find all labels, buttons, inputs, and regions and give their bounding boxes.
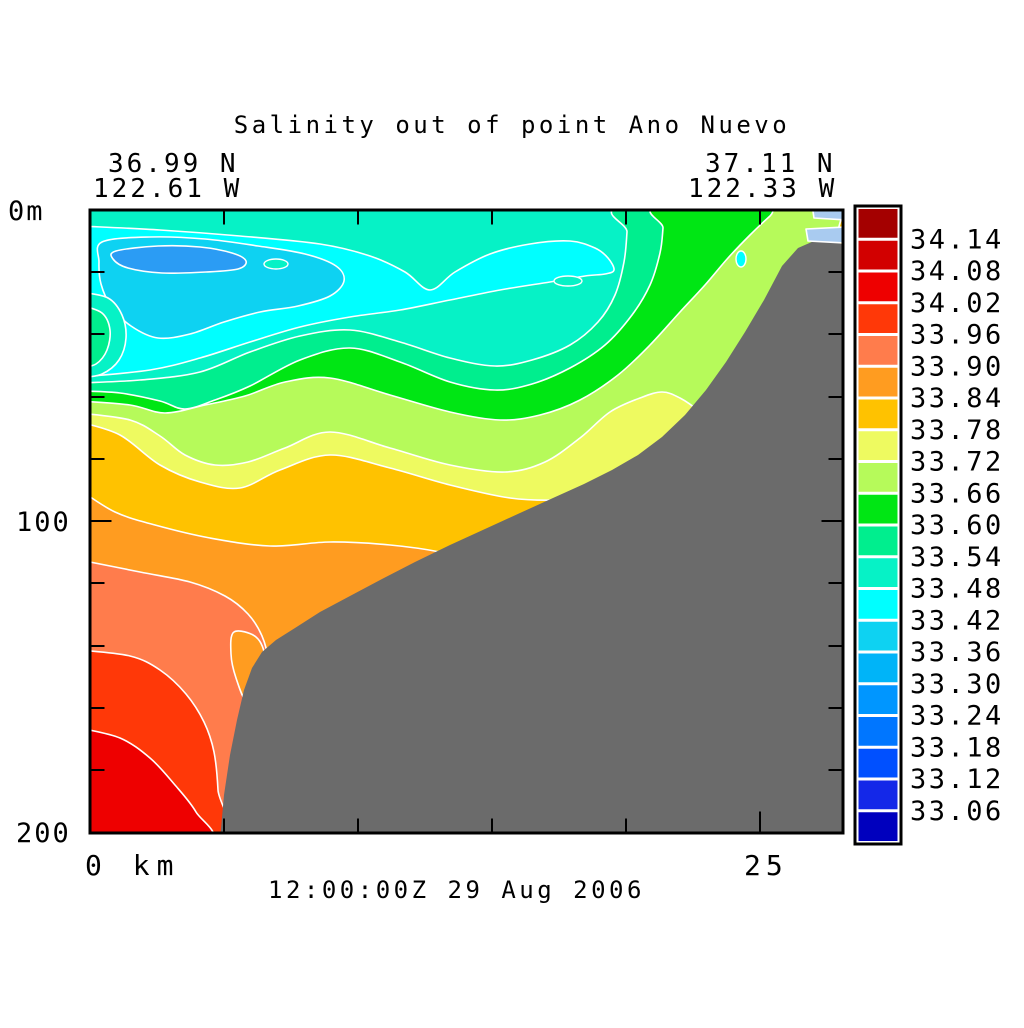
y-axis-label-200: 200 xyxy=(16,818,71,849)
colorbar-label: 33.18 xyxy=(910,732,1004,763)
end-latitude-label: 37.11 N xyxy=(705,149,836,179)
contour-field xyxy=(91,211,842,832)
blue-minimum-blob xyxy=(110,244,248,275)
colorbar-label: 34.14 xyxy=(910,224,1004,255)
colorbar-border xyxy=(853,204,903,846)
colorbar-label: 33.60 xyxy=(910,510,1004,541)
colorbar-segment xyxy=(858,653,898,683)
red-region xyxy=(91,729,214,832)
timestamp-label: 12:00:00Z 29 Aug 2006 xyxy=(268,876,645,904)
cyan-islet-right xyxy=(735,250,747,268)
y-axis-label-0m: 0m xyxy=(8,196,45,227)
colorbar-label: 34.08 xyxy=(910,256,1004,287)
colorbar-segment xyxy=(858,717,898,746)
colorbar-label: 33.24 xyxy=(910,701,1004,732)
colorbar-label: 33.72 xyxy=(910,447,1004,478)
x-axis-label-25: 25 xyxy=(744,849,788,882)
colorbar-segment xyxy=(858,526,898,556)
colorbar-label: 34.02 xyxy=(910,288,1004,319)
colorbar-segment xyxy=(858,590,898,619)
colorbar-label: 33.12 xyxy=(910,764,1004,795)
x-axis-label-0km: 0 km xyxy=(85,849,180,882)
colorbar-segment xyxy=(858,240,898,270)
colorbar-segment xyxy=(858,367,898,397)
seafloor-bathymetry xyxy=(220,241,842,832)
colorbar-segment xyxy=(858,399,898,429)
plot-border xyxy=(88,208,845,835)
colorbar-segment xyxy=(858,336,898,365)
colorbar-segment xyxy=(858,463,898,492)
colorbar-label: 33.48 xyxy=(910,574,1004,605)
pale-blue-patch-top xyxy=(812,211,842,221)
colorbar-label: 33.42 xyxy=(910,605,1004,636)
colorbar-segment xyxy=(858,272,898,302)
start-longitude-label: 122.61 W xyxy=(93,174,242,204)
colorbar-segment xyxy=(858,780,898,810)
colorbar-segment xyxy=(858,304,898,333)
colorbar-label: 33.66 xyxy=(910,478,1004,509)
end-longitude-label: 122.33 W xyxy=(688,174,837,204)
colorbar-segment xyxy=(858,812,898,841)
turquoise-islet-left xyxy=(263,258,289,270)
colorbar-segment xyxy=(858,685,898,714)
left-edge-spring-green-core xyxy=(91,307,111,367)
colorbar-segment xyxy=(858,431,898,460)
colorbar-label: 33.84 xyxy=(910,383,1004,414)
colorbar-label: 33.36 xyxy=(910,637,1004,668)
colorbar-segment xyxy=(858,209,898,238)
colorbar-label: 33.30 xyxy=(910,669,1004,700)
colorbar-segment xyxy=(858,494,898,524)
chart-title: Salinity out of point Ano Nuevo xyxy=(234,111,790,139)
colorbar-segment xyxy=(858,748,898,778)
colorbar-label: 33.90 xyxy=(910,351,1004,382)
axis-ticks xyxy=(91,211,842,832)
colorbar-label: 33.06 xyxy=(910,796,1004,827)
pale-blue-patch-lower xyxy=(805,226,842,244)
colorbar-label: 33.96 xyxy=(910,320,1004,351)
start-latitude-label: 36.99 N xyxy=(108,149,239,179)
colorbar: 34.1434.0834.0233.9633.9033.8433.7833.72… xyxy=(853,204,1004,846)
y-axis-label-100: 100 xyxy=(16,507,71,538)
colorbar-segment xyxy=(858,558,898,587)
colorbar-segment xyxy=(858,621,898,651)
turquoise-islet-mid xyxy=(553,275,583,287)
colorbar-label: 33.54 xyxy=(910,542,1004,573)
colorbar-label: 33.78 xyxy=(910,415,1004,446)
